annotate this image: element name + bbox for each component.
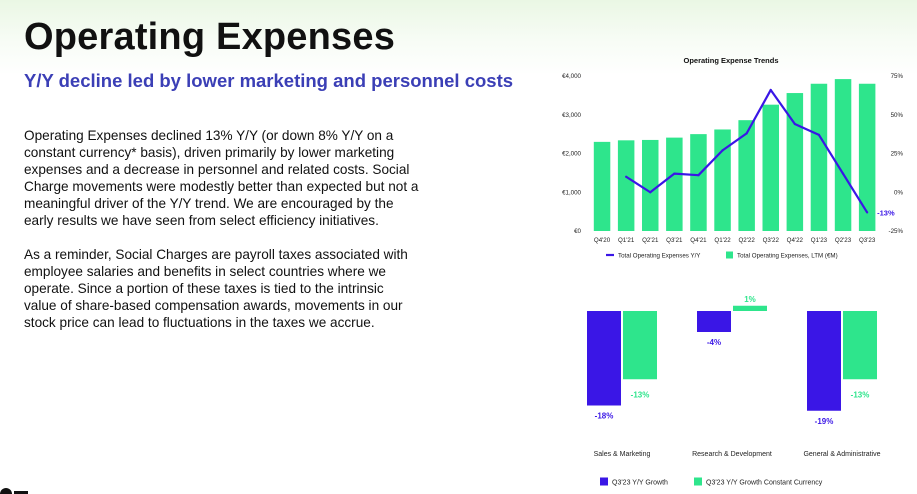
yy-growth-cc-bar bbox=[623, 311, 657, 380]
legend-line-label: Total Operating Expenses Y/Y bbox=[618, 253, 700, 260]
opex-ltm-bar bbox=[762, 104, 779, 231]
opex-trend-chart: Operating Expense Trends €0 €1,000 €2,000 €3… bbox=[562, 56, 903, 260]
yy-growth-data-label: -4% bbox=[707, 338, 721, 347]
x-axis-tick-label: Q2'21 bbox=[642, 237, 659, 244]
growth-category-label: General & Administrative bbox=[803, 451, 880, 458]
growth-category-label: Research & Development bbox=[692, 451, 772, 458]
opex-yy-point bbox=[841, 172, 845, 175]
opex-yy-point bbox=[793, 122, 796, 126]
opex-yy-annotation: -13% bbox=[877, 208, 895, 217]
opex-yy-point bbox=[817, 133, 821, 136]
opex-yy-point bbox=[649, 191, 652, 194]
legend-growth-swatch bbox=[600, 477, 608, 486]
x-axis-tick-label: Q1'22 bbox=[714, 237, 731, 244]
yy-growth-data-label: -18% bbox=[595, 412, 614, 421]
opex-ltm-bar bbox=[690, 134, 707, 231]
opex-growth-chart: -18% -13% Sales & Marketing -4% 1% Research &… bbox=[587, 295, 881, 487]
opex-yy-point bbox=[769, 88, 772, 92]
opex-ltm-bar bbox=[786, 93, 804, 231]
yy-growth-cc-data-label: 1% bbox=[744, 295, 756, 304]
yy-growth-bar bbox=[587, 311, 621, 406]
legend-growth-cc-label: Q3'23 Y/Y Growth Constant Currency bbox=[706, 480, 823, 487]
x-axis-tick-label: Q3'22 bbox=[763, 237, 780, 244]
logo-icon bbox=[0, 488, 28, 494]
opex-ltm-bar bbox=[617, 140, 635, 231]
x-axis-tick-label: Q3'23 bbox=[859, 237, 876, 244]
opex-yy-point bbox=[673, 172, 676, 175]
opex-ltm-bar bbox=[834, 79, 852, 231]
opex-ltm-bar bbox=[593, 141, 611, 231]
yy-growth-cc-bar bbox=[843, 311, 877, 380]
right-axis-tick-label: 25% bbox=[891, 151, 904, 158]
page-subtitle: Y/Y decline led by lower marketing and p… bbox=[24, 70, 514, 91]
opex-yy-point bbox=[697, 174, 700, 177]
legend-growth-cc-swatch bbox=[694, 477, 702, 486]
body-text: Operating Expenses declined 13% Y/Y (or … bbox=[24, 127, 419, 348]
yy-growth-bar bbox=[807, 311, 841, 411]
legend-growth-label: Q3'23 Y/Y Growth bbox=[612, 480, 668, 487]
x-axis-tick-label: Q1'23 bbox=[811, 237, 828, 244]
page-title: Operating Expenses bbox=[24, 16, 396, 58]
right-axis-tick-label: 75% bbox=[891, 73, 904, 80]
paragraph-opex-summary: Operating Expenses declined 13% Y/Y (or … bbox=[24, 128, 419, 228]
right-axis-tick-label: -25% bbox=[889, 228, 904, 235]
legend-bar-label: Total Operating Expenses, LTM (€M) bbox=[737, 253, 838, 260]
opex-yy-point bbox=[745, 132, 748, 135]
yy-growth-cc-data-label: -13% bbox=[851, 390, 870, 399]
yy-growth-data-label: -19% bbox=[815, 417, 834, 426]
left-axis-tick-label: €0 bbox=[574, 228, 581, 235]
left-axis-tick-label: €4,000 bbox=[562, 73, 581, 80]
opex-ltm-bar bbox=[858, 83, 876, 231]
left-axis-tick-label: €2,000 bbox=[562, 151, 581, 158]
right-axis-tick-label: 50% bbox=[891, 112, 904, 119]
yy-growth-cc-data-label: -13% bbox=[631, 390, 650, 399]
trend-chart-title: Operating Expense Trends bbox=[683, 56, 778, 65]
yy-growth-cc-bar bbox=[733, 305, 767, 311]
left-axis-tick-label: €1,000 bbox=[562, 189, 581, 196]
x-axis-tick-label: Q2'23 bbox=[835, 237, 852, 244]
opex-yy-point bbox=[721, 149, 724, 152]
x-axis-tick-label: Q2'22 bbox=[738, 237, 755, 244]
paragraph-social-charges: As a reminder, Social Charges are payrol… bbox=[24, 247, 408, 330]
left-axis-tick-label: €3,000 bbox=[562, 112, 581, 119]
right-axis-tick-label: 0% bbox=[894, 189, 903, 196]
opex-ltm-bar bbox=[666, 137, 683, 231]
opex-yy-point bbox=[866, 211, 869, 214]
x-axis-tick-label: Q1'21 bbox=[618, 237, 635, 244]
opex-yy-point bbox=[625, 175, 628, 178]
x-axis-tick-label: Q4'21 bbox=[690, 237, 707, 244]
x-axis-tick-label: Q3'21 bbox=[666, 237, 683, 244]
x-axis-tick-label: Q4'22 bbox=[787, 237, 804, 244]
x-axis-tick-label: Q4'20 bbox=[594, 237, 611, 244]
opex-ltm-bar bbox=[810, 83, 828, 231]
growth-category-label: Sales & Marketing bbox=[594, 451, 651, 458]
yy-growth-bar bbox=[697, 311, 731, 332]
opex-ltm-bar bbox=[714, 129, 731, 231]
opex-ltm-bar bbox=[642, 139, 659, 231]
legend-bar-swatch bbox=[726, 251, 733, 259]
opex-ltm-bar bbox=[738, 120, 755, 231]
